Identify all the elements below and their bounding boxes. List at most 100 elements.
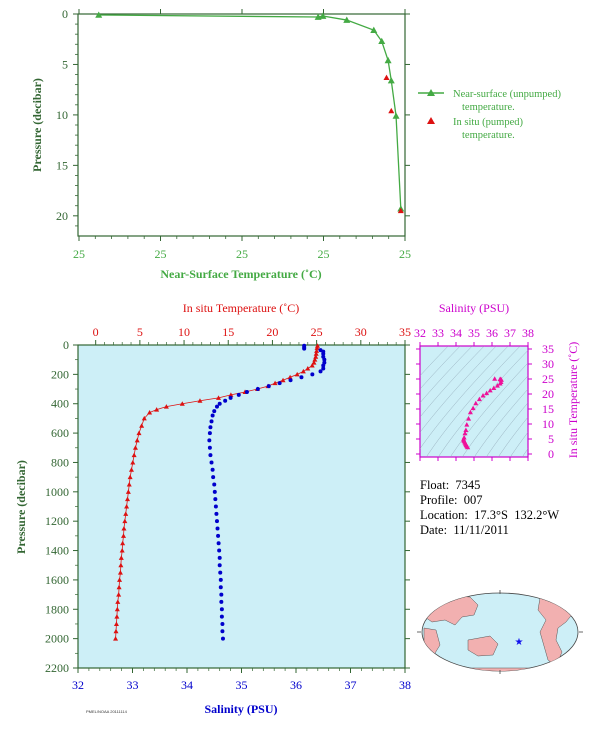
ts-point <box>487 387 493 393</box>
near-surface-legend: Near-surface (unpumped) temperature. In … <box>418 89 561 141</box>
temperature-point <box>163 404 169 409</box>
salinity-point <box>216 541 221 546</box>
near-surface-point <box>384 56 392 64</box>
temperature-point <box>179 401 185 406</box>
salinity-point <box>208 425 213 430</box>
temperature-point <box>124 504 130 509</box>
ts-point <box>484 390 490 396</box>
isopycnal-line <box>486 402 528 457</box>
isopycnal-line <box>420 346 449 377</box>
salinity-point <box>212 482 217 487</box>
near-surface-point <box>387 77 395 84</box>
isopycnal-line <box>510 431 528 457</box>
near-surface-plot-frame <box>77 13 406 237</box>
temperature-tick-label: 5 <box>137 325 143 339</box>
temperature-point <box>312 357 318 362</box>
salinity-point <box>223 398 228 403</box>
temperature-point <box>130 459 136 465</box>
near-surface-x-tick-label: 25 <box>318 247 330 261</box>
temperature-point <box>197 398 203 403</box>
salinity-point <box>217 563 222 568</box>
footer-code: PMEL/NOAA 20111114 <box>86 709 127 714</box>
float-row: Float: 7345 <box>420 478 559 493</box>
location-value: 17.3°S 132.2°W <box>474 508 560 522</box>
temperature-tick-label: 10 <box>178 325 190 339</box>
legend-label-in-situ: In situ (pumped) temperature. <box>453 117 526 141</box>
ts-salinity-tick-label: 36 <box>486 326 498 340</box>
near-surface-point <box>95 11 103 18</box>
profile-ticks: 0 5 10 15 20 25 30 35 32 33 34 35 36 37 38 0 200 400 600 80… <box>45 325 411 692</box>
temperature-point <box>300 368 306 374</box>
salinity-point <box>322 357 327 362</box>
salinity-point <box>321 351 326 356</box>
temperature-point <box>147 410 153 415</box>
temperature-point <box>119 548 125 553</box>
temperature-point <box>113 628 119 634</box>
temperature-point <box>118 562 124 568</box>
near-surface-y-axis-label: Pressure (decibar) <box>30 78 44 172</box>
in-situ-point <box>388 107 395 114</box>
ts-point <box>492 376 498 381</box>
salinity-point <box>213 504 218 509</box>
salinity-point <box>215 526 220 531</box>
salinity-point <box>244 389 249 394</box>
salinity-point <box>220 621 225 626</box>
salinity-point <box>207 445 212 450</box>
salinity-point <box>219 592 224 597</box>
temperature-point <box>314 345 320 350</box>
ts-point <box>465 444 471 450</box>
temperature-point <box>120 540 126 546</box>
ts-salinity-tick-label: 32 <box>414 326 426 340</box>
isopycnal-line <box>420 346 497 433</box>
pressure-tick-label: 400 <box>51 397 69 411</box>
salinity-point <box>213 497 218 502</box>
pressure-axis-label: Pressure (decibar) <box>14 460 28 554</box>
ts-point <box>467 409 473 415</box>
salinity-point <box>207 431 212 436</box>
near-surface-point <box>392 112 400 119</box>
temperature-point <box>141 415 147 421</box>
salinity-point <box>209 419 214 424</box>
salinity-point <box>211 475 216 480</box>
isopycnal-line <box>474 388 528 457</box>
near-surface-y-tick-label: 15 <box>56 158 68 172</box>
salinity-tick-label: 34 <box>181 678 193 692</box>
near-surface-x-axis-label: Near-Surface Temperature (˚C) <box>160 267 321 281</box>
salinity-point <box>207 438 212 443</box>
salinity-point <box>318 369 323 374</box>
temperature-point <box>127 474 133 480</box>
near-surface-x-tick-label: 25 <box>236 247 248 261</box>
temperature-point <box>124 496 130 502</box>
ts-point <box>494 383 500 388</box>
ts-temperature-tick-label: 5 <box>548 432 554 446</box>
salinity-point <box>216 533 221 538</box>
ts-salinity-axis-label: Salinity (PSU) <box>439 301 509 315</box>
near-surface-y-tick-label: 20 <box>56 209 68 223</box>
near-surface-point <box>343 16 351 23</box>
float-label: Float: <box>420 478 450 492</box>
temperature-tick-label: 20 <box>266 325 278 339</box>
temperature-point <box>113 636 119 641</box>
salinity-point <box>321 363 326 368</box>
salinity-tick-label: 38 <box>399 678 411 692</box>
pressure-tick-label: 0 <box>63 338 69 352</box>
temperature-point <box>132 445 138 450</box>
temperature-point <box>309 363 315 368</box>
in-situ-point <box>397 207 404 214</box>
temperature-point <box>114 614 120 619</box>
temperature-point <box>311 360 317 365</box>
salinity-point <box>228 395 233 400</box>
isopycnal-line <box>528 336 601 467</box>
profile-plot-frame <box>77 344 406 669</box>
ts-point <box>491 385 497 390</box>
temperature-tick-label: 15 <box>222 325 234 339</box>
ts-temperature-tick-label: 15 <box>542 402 554 416</box>
salinity-point <box>266 384 271 389</box>
temperature-point <box>116 584 122 590</box>
isopycnal-line <box>522 448 528 457</box>
ts-point <box>464 422 470 427</box>
salinity-point <box>217 401 222 406</box>
salinity-point <box>208 453 213 458</box>
